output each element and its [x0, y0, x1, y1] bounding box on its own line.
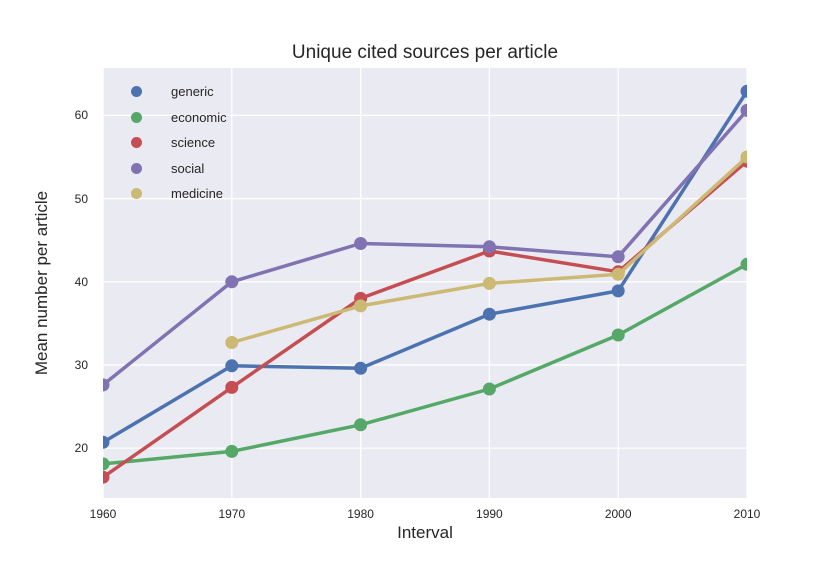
series-marker-economic — [354, 418, 368, 432]
series-marker-medicine — [354, 299, 368, 313]
series-marker-generic — [482, 307, 496, 321]
plot-area: generic economic science social medicine — [103, 68, 747, 498]
series-line-social — [103, 108, 747, 387]
x-tick-label: 1970 — [218, 507, 246, 521]
legend-label-generic: generic — [171, 84, 214, 100]
plot-background — [103, 68, 747, 498]
legend-item-medicine: medicine — [123, 181, 227, 207]
series-marker-generic — [103, 435, 110, 449]
x-tick-label: 1990 — [476, 507, 503, 521]
x-axis-label: Interval — [397, 523, 453, 542]
legend-marker-medicine — [131, 188, 142, 200]
series-line-generic — [103, 89, 747, 445]
series-marker-science — [225, 380, 239, 394]
legend-label-science: science — [171, 135, 216, 151]
x-tick-label: 1960 — [89, 507, 117, 521]
chart-title: Unique cited sources per article — [291, 42, 559, 63]
series-marker-generic — [225, 359, 239, 373]
legend-item-science: science — [123, 130, 227, 156]
series-marker-generic — [611, 284, 625, 298]
series-marker-social — [740, 103, 747, 117]
x-tick-label: 1980 — [347, 507, 374, 521]
y-tick-label: 50 — [74, 191, 88, 206]
x-tick-label: 2000 — [604, 507, 632, 521]
series-marker-economic — [225, 444, 239, 458]
series-marker-economic — [103, 457, 110, 471]
series-marker-generic — [740, 84, 747, 98]
legend-label-social: social — [171, 160, 205, 176]
x-tick-label: 2010 — [733, 507, 761, 521]
series-marker-social — [354, 237, 368, 250]
y-tick-label: 20 — [74, 441, 88, 456]
legend: generic economic science social medicine — [123, 79, 227, 207]
legend-marker-generic — [131, 86, 142, 98]
series-marker-science — [103, 470, 110, 484]
series-marker-medicine — [482, 276, 496, 290]
y-tick-label: 60 — [74, 108, 88, 123]
legend-label-medicine: medicine — [171, 186, 224, 202]
legend-item-social: social — [123, 156, 227, 182]
legend-marker-social — [131, 162, 142, 174]
series-marker-medicine — [611, 267, 625, 281]
legend-item-economic: economic — [123, 105, 227, 131]
series-marker-economic — [740, 257, 747, 271]
plot-canvas — [103, 68, 747, 498]
series-marker-medicine — [225, 336, 239, 349]
series-marker-social — [611, 250, 625, 264]
series-marker-generic — [354, 361, 368, 375]
legend-marker-science — [131, 137, 142, 149]
series-marker-social — [482, 240, 496, 254]
series-marker-economic — [611, 328, 625, 342]
y-tick-label: 40 — [74, 274, 88, 289]
legend-item-generic: generic — [123, 79, 227, 105]
series-marker-medicine — [740, 150, 747, 164]
series-line-economic — [103, 262, 747, 466]
legend-marker-economic — [131, 111, 142, 123]
y-tick-label: 30 — [74, 357, 88, 372]
legend-label-economic: economic — [171, 109, 227, 125]
series-marker-social — [225, 275, 239, 289]
series-marker-economic — [482, 382, 496, 396]
series-marker-social — [103, 378, 110, 392]
